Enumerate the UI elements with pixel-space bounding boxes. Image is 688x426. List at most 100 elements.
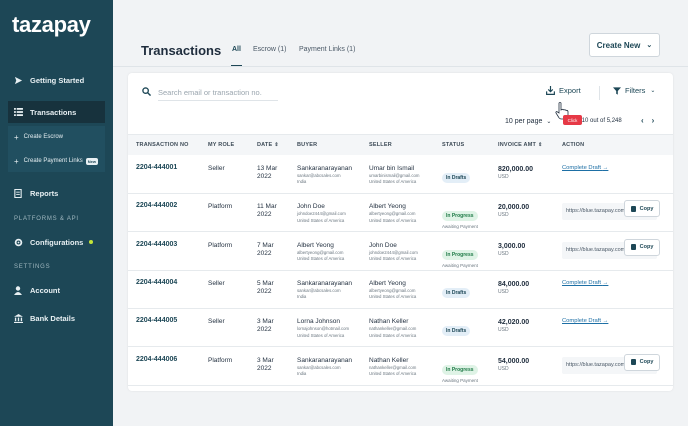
copy-label: Copy	[639, 205, 654, 212]
status-badge: In Drafts	[442, 287, 471, 298]
table-row[interactable]: 2204-444003 Platform 7 Mar 2022 Albert Yeong…	[128, 233, 673, 271]
table-row[interactable]: 2204-444004 Seller 5 Mar 2022 Sankaranarayan…	[128, 271, 673, 309]
status-badge: In Progress	[442, 249, 478, 260]
transactions-card: Export Filters ⌄ 10 per page ⌄ …ing 10 o…	[128, 73, 673, 391]
status-badge: In Progress	[442, 211, 478, 222]
seller-email: nathankeller@gmail.com	[369, 326, 417, 332]
chevron-right-icon[interactable]: ›	[651, 116, 655, 125]
sidebar-item-label: Reports	[30, 188, 59, 198]
sidebar-item-account[interactable]: Account	[8, 279, 105, 301]
transaction-number-link[interactable]: 2204-444004	[136, 278, 178, 286]
transaction-number-link[interactable]: 2204-444001	[136, 164, 178, 171]
list-icon	[13, 107, 23, 117]
seller-email: johndoe2444@gmail.com	[369, 249, 418, 255]
search-input[interactable]	[158, 85, 278, 101]
transaction-number-link[interactable]: 2204-444006	[136, 355, 178, 363]
status-cell: In Progress Awaiting Payment	[442, 243, 478, 268]
column-header-invoice-amt[interactable]: INVOICE AMT ⇕	[498, 142, 542, 148]
copy-button[interactable]: Copy	[624, 238, 660, 256]
seller-email: albertyeong@gmail.com	[369, 288, 416, 294]
sidebar-item-label: Configurations	[30, 237, 84, 247]
buyer-country: United States of America	[297, 332, 345, 338]
create-new-button[interactable]: Create New ⌄	[589, 33, 660, 57]
gear-icon	[13, 237, 23, 247]
complete-draft-link[interactable]: Complete Draft →	[562, 165, 608, 171]
per-page-select[interactable]: 10 per page ⌄	[505, 118, 551, 125]
sidebar-item-bank-details[interactable]: Bank Details	[8, 307, 105, 329]
column-header-buyer: BUYER	[297, 142, 318, 148]
currency-code: USD	[498, 212, 509, 219]
status-subtext: Awaiting Payment	[442, 262, 478, 268]
table-row[interactable]: 2204-444006 Platform 3 Mar 2022 Sankaranaray…	[128, 348, 673, 386]
sidebar-item-create-payment-links[interactable]: + Create Payment Links New	[8, 154, 98, 168]
date-cell: 5 Mar 2022	[257, 280, 274, 296]
header-divider	[113, 66, 688, 67]
buyer-cell: Sankaranarayanan sankar@abcsales.com India	[297, 165, 352, 186]
export-button[interactable]: Export	[546, 86, 581, 95]
complete-draft-link[interactable]: Complete Draft →	[562, 280, 608, 286]
settings-section-label: SETTINGS	[14, 264, 51, 270]
column-header-date[interactable]: DATE ⇕	[257, 142, 279, 148]
role-cell: Seller	[208, 165, 225, 172]
buyer-country: United States of America	[297, 255, 345, 261]
buyer-cell: Lorna Johnson lornajohnson@hotmail.com Uni…	[297, 318, 349, 339]
report-icon	[13, 188, 23, 198]
buyer-cell: Sankaranarayanan sankar@abcsales.com India	[297, 280, 352, 301]
date-cell: 13 Mar 2022	[257, 165, 277, 181]
complete-draft-link[interactable]: Complete Draft →	[562, 318, 608, 324]
pagination-controls: ‹ ›	[641, 116, 654, 125]
transaction-number-link[interactable]: 2204-444005	[136, 317, 178, 325]
copy-icon	[630, 205, 636, 212]
page-title: Transactions	[141, 43, 222, 58]
buyer-cell: Sankaranarayanan sankar@abcsales.com India	[297, 357, 352, 378]
per-page-label: 10 per page	[505, 118, 543, 125]
amount-value: 3,000.00	[498, 242, 526, 250]
copy-button[interactable]: Copy	[624, 353, 660, 371]
tab-all[interactable]: All	[232, 46, 241, 53]
seller-country: United States of America	[369, 255, 417, 261]
column-header-label: INVOICE AMT	[498, 142, 537, 148]
sidebar-item-configurations[interactable]: Configurations	[8, 231, 105, 253]
transaction-number-link[interactable]: 2204-444003	[136, 240, 178, 248]
table-row[interactable]: 2204-444001 Seller 13 Mar 2022 Sankaranaraya…	[128, 156, 673, 194]
filters-button[interactable]: Filters ⌄	[613, 86, 655, 95]
transaction-number-link[interactable]: 2204-444002	[136, 202, 178, 210]
sidebar-item-create-escrow[interactable]: + Create Escrow	[8, 130, 63, 144]
chevron-left-icon[interactable]: ‹	[641, 116, 644, 125]
buyer-name: Lorna Johnson	[297, 318, 341, 326]
status-badge: In Drafts	[442, 326, 471, 337]
buyer-name: Sankaranarayanan	[297, 356, 352, 364]
date-cell: 7 Mar 2022	[257, 242, 274, 258]
role-cell: Platform	[208, 356, 233, 364]
seller-cell: Umar bin Ismail umarbinismail@gmail.com Un…	[369, 165, 419, 186]
column-header-seller: SELLER	[369, 142, 392, 148]
sidebar-item-label: Bank Details	[30, 313, 76, 323]
tab-escrow[interactable]: Escrow (1)	[253, 46, 287, 53]
buyer-name: Sankaranarayanan	[297, 165, 352, 172]
tab-payment-links[interactable]: Payment Links (1)	[299, 46, 356, 53]
column-header-label: DATE	[257, 142, 273, 148]
copy-button[interactable]: Copy	[624, 200, 660, 218]
table-row[interactable]: 2204-444002 Platform 11 Mar 2022 John Doe joh…	[128, 194, 673, 233]
arrow-right-icon: →	[602, 165, 609, 171]
click-tag: Click	[563, 115, 582, 125]
amount-value: 42,020.00	[498, 319, 530, 327]
buyer-country: United States of America	[297, 217, 345, 223]
plus-icon: +	[14, 132, 19, 142]
amount-cell: 820,000.00 USD	[498, 165, 533, 181]
seller-cell: John Doe johndoe2444@gmail.com United Stat…	[369, 242, 418, 263]
chevron-down-icon: ⌄	[650, 88, 656, 94]
table-row[interactable]: 2204-444005 Seller 3 Mar 2022 Lorna Johnson l…	[128, 309, 673, 348]
sidebar-item-transactions[interactable]: Transactions	[8, 101, 105, 123]
sidebar-item-reports[interactable]: Reports	[8, 182, 105, 204]
tazapay-logo[interactable]: tazapay	[12, 12, 91, 37]
sidebar-item-label: Create Escrow	[23, 134, 64, 140]
amount-value: 54,000.00	[498, 357, 530, 365]
seller-name: Umar bin Ismail	[369, 165, 415, 172]
status-subtext: Awaiting Payment	[442, 377, 478, 383]
hand-cursor-icon	[555, 102, 569, 120]
sort-icon: ⇕	[538, 142, 543, 148]
role-cell: Seller	[208, 318, 225, 326]
sidebar-item-getting-started[interactable]: Getting Started	[8, 69, 105, 91]
status-badge: In Drafts	[442, 173, 471, 183]
